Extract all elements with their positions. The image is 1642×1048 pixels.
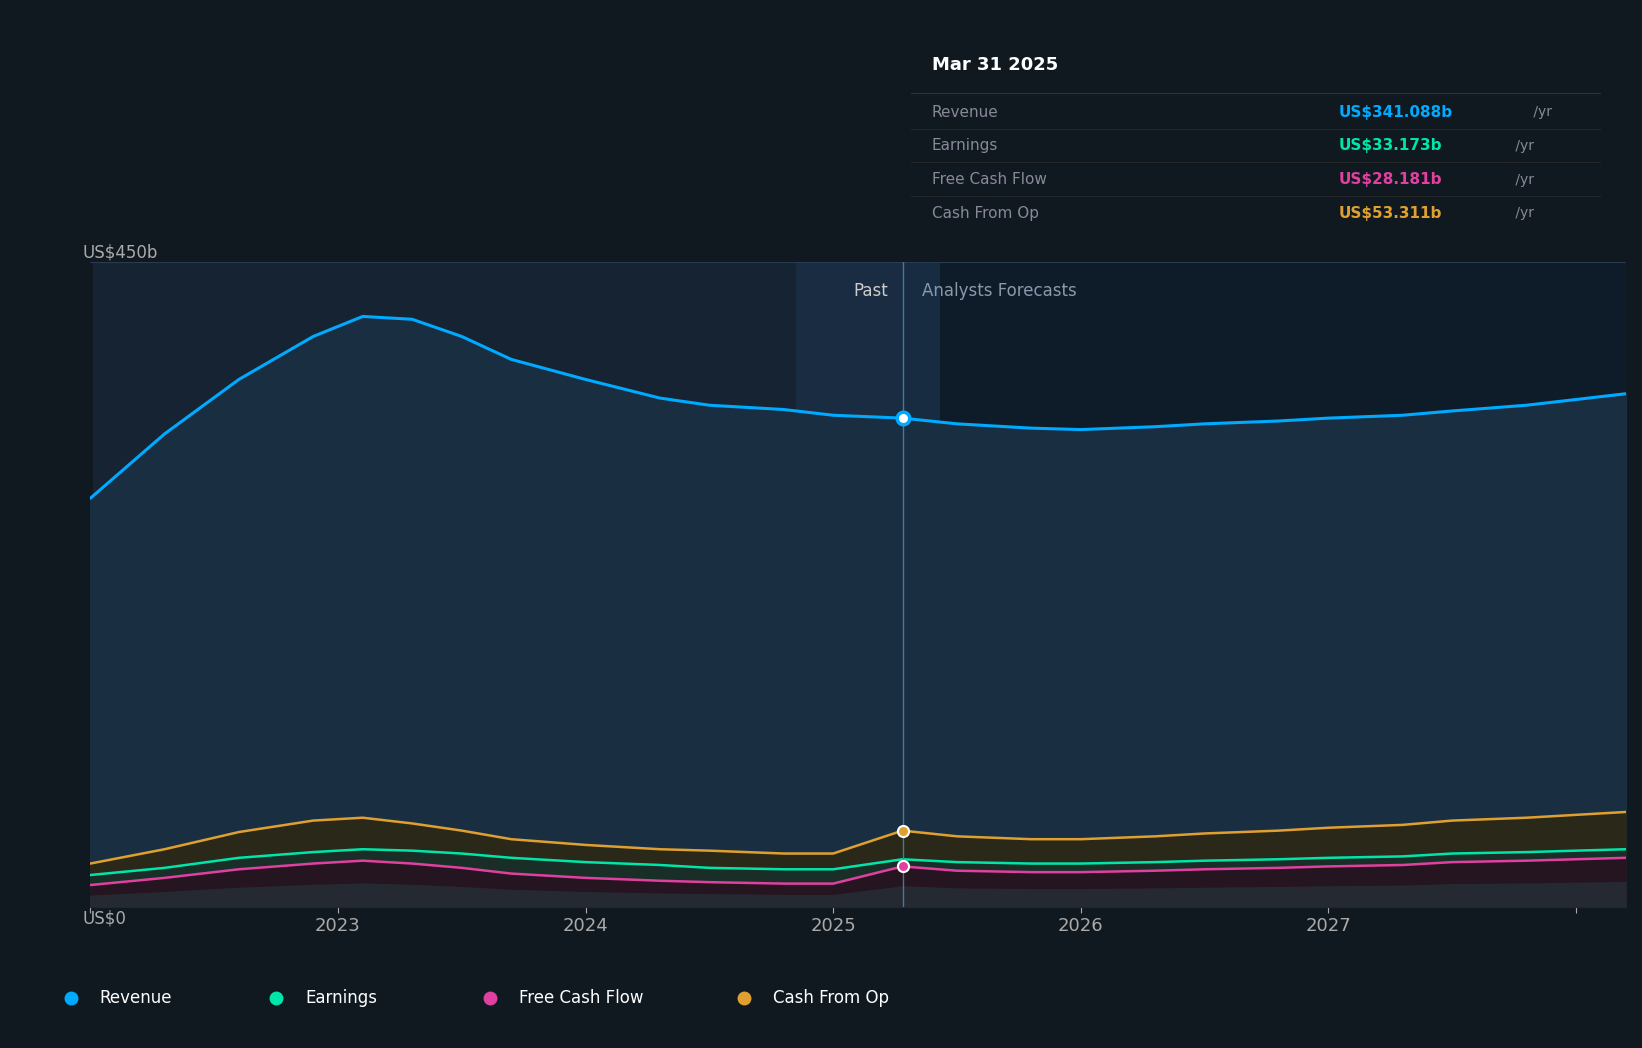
Bar — [796, 262, 939, 907]
Text: Earnings: Earnings — [933, 138, 998, 153]
Text: US$450b: US$450b — [82, 244, 158, 262]
Text: /yr: /yr — [1511, 139, 1534, 153]
Text: Earnings: Earnings — [305, 989, 378, 1007]
Bar — [903, 262, 1626, 907]
Text: Mar 31 2025: Mar 31 2025 — [933, 56, 1057, 74]
Text: Cash From Op: Cash From Op — [773, 989, 888, 1007]
Text: US$0: US$0 — [82, 910, 126, 927]
Text: US$53.311b: US$53.311b — [1338, 205, 1442, 221]
Text: Past: Past — [852, 282, 888, 300]
Text: Free Cash Flow: Free Cash Flow — [519, 989, 644, 1007]
Bar — [94, 262, 903, 907]
Text: /yr: /yr — [1511, 206, 1534, 220]
Text: Free Cash Flow: Free Cash Flow — [933, 172, 1048, 188]
Text: Cash From Op: Cash From Op — [933, 205, 1039, 221]
Text: Revenue: Revenue — [100, 989, 172, 1007]
Text: /yr: /yr — [1511, 173, 1534, 187]
Bar — [90, 262, 94, 907]
Text: US$28.181b: US$28.181b — [1338, 172, 1442, 188]
Text: Analysts Forecasts: Analysts Forecasts — [923, 282, 1077, 300]
Text: US$33.173b: US$33.173b — [1338, 138, 1442, 153]
Text: US$341.088b: US$341.088b — [1338, 105, 1453, 119]
Text: /yr: /yr — [1529, 105, 1552, 119]
Text: Revenue: Revenue — [933, 105, 998, 119]
